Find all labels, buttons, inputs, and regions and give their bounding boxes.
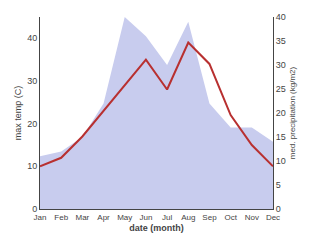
svg-text:30: 30 <box>276 60 286 70</box>
svg-text:Jul: Jul <box>162 213 172 222</box>
svg-text:Feb: Feb <box>54 213 68 222</box>
svg-text:Dec: Dec <box>266 213 280 222</box>
svg-text:10: 10 <box>27 161 37 171</box>
svg-text:20: 20 <box>276 108 286 118</box>
svg-text:0: 0 <box>276 204 281 214</box>
svg-text:35: 35 <box>276 36 286 46</box>
svg-text:40: 40 <box>27 33 37 43</box>
svg-text:0: 0 <box>32 204 37 214</box>
svg-text:Jun: Jun <box>139 213 152 222</box>
svg-text:Apr: Apr <box>97 213 110 222</box>
svg-text:40: 40 <box>276 12 286 22</box>
svg-text:30: 30 <box>27 76 37 86</box>
svg-text:Nov: Nov <box>245 213 259 222</box>
svg-text:5: 5 <box>276 180 281 190</box>
svg-text:med. precipitation (kg/m2): med. precipitation (kg/m2) <box>288 66 297 159</box>
svg-text:25: 25 <box>276 84 286 94</box>
svg-text:May: May <box>117 213 132 222</box>
svg-text:Jan: Jan <box>34 213 47 222</box>
svg-text:10: 10 <box>276 156 286 166</box>
svg-text:Oct: Oct <box>224 213 237 222</box>
svg-text:date (month): date (month) <box>129 223 184 233</box>
svg-text:Sep: Sep <box>202 213 217 222</box>
svg-text:20: 20 <box>27 119 37 129</box>
svg-text:max temp (C): max temp (C) <box>13 86 23 141</box>
svg-text:Aug: Aug <box>181 213 195 222</box>
svg-text:Mar: Mar <box>75 213 89 222</box>
svg-text:15: 15 <box>276 132 286 142</box>
